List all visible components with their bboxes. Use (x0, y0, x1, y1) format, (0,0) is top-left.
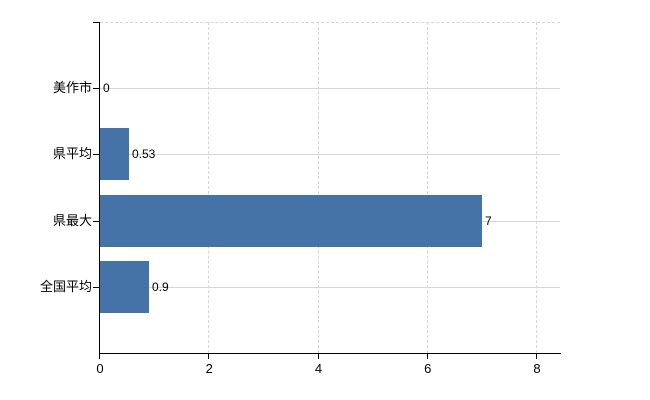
x-axis-tick-4 (317, 354, 319, 359)
category-tick-0 (93, 88, 99, 89)
category-tick-3 (93, 287, 99, 288)
bars-layer: 0 0.53 7 0.9 (100, 22, 560, 353)
gridline-row-3 (100, 287, 560, 288)
x-tick-label: 4 (314, 361, 323, 376)
x-tick-label: 2 (205, 361, 213, 376)
bar-3 (100, 261, 149, 313)
category-label: 美作市 (52, 80, 92, 95)
plot-area: 0 0.53 7 0.9 (93, 22, 561, 359)
bar-value-label: 0.9 (152, 280, 169, 294)
x-axis-line (99, 353, 561, 354)
gridline-row-1 (100, 154, 560, 155)
gridline-row-0 (100, 88, 560, 89)
bar-value-label: 0 (103, 81, 110, 95)
x-axis-tick-0 (99, 354, 100, 359)
x-axis-tick-6 (426, 354, 428, 359)
category-label: 県平均 (52, 146, 92, 161)
x-tick-label: 0 (96, 361, 104, 376)
axis-ticks-layer (93, 22, 560, 359)
gridline-x-8 (536, 22, 538, 353)
x-axis-tick-2 (208, 354, 210, 359)
bar-2 (100, 195, 482, 247)
gridline-x-4 (317, 22, 319, 353)
x-tick-label: 6 (424, 361, 432, 376)
gridline-x-6 (426, 22, 428, 353)
gridline-top (100, 22, 560, 23)
category-label: 県最大 (52, 213, 92, 228)
y-axis-line (99, 22, 100, 354)
category-tick-2 (93, 221, 99, 222)
gridline-x-2 (208, 22, 210, 353)
bar-value-label: 7 (485, 214, 492, 228)
x-tick-label: 8 (533, 361, 541, 376)
bar-1 (100, 128, 129, 180)
category-tick-1 (93, 154, 99, 155)
category-label: 全国平均 (39, 279, 92, 294)
bar-value-label: 0.53 (132, 147, 156, 161)
x-axis-tick-8 (536, 354, 538, 359)
y-axis-top-tick (93, 22, 99, 23)
